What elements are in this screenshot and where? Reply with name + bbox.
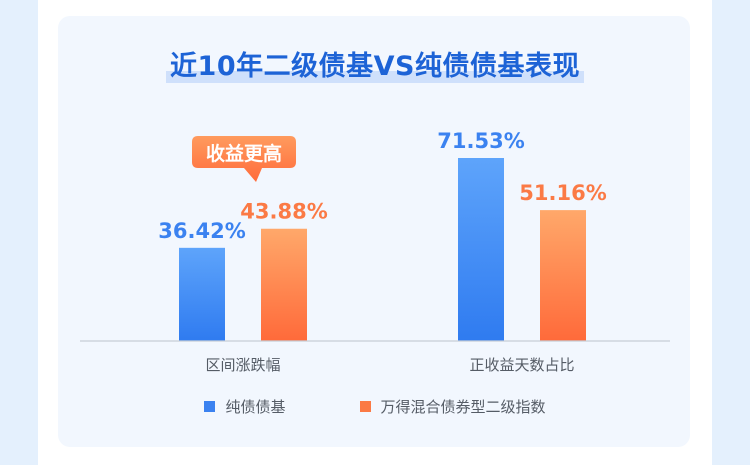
data-label: 71.53% — [437, 129, 524, 153]
bar-secondary-index-1 — [261, 228, 307, 341]
chart-title-text: 近10年二级债基VS纯债债基表现 — [170, 51, 580, 82]
title-highlight — [166, 71, 584, 83]
bars-layer — [179, 158, 586, 341]
legend-item-pure-bond: 纯债债基 — [204, 396, 286, 417]
category-label: 区间涨跌幅 — [205, 356, 280, 374]
legend-item-secondary-bond-index: 万得混合债券型二级指数 — [359, 396, 546, 417]
legend-swatch-blue — [204, 401, 216, 412]
data-label: 36.42% — [158, 219, 245, 243]
bar-secondary-index-2 — [540, 210, 586, 341]
legend-swatch-orange — [359, 401, 371, 412]
callout-bubble — [192, 136, 296, 182]
category-label: 正收益天数占比 — [469, 356, 574, 374]
labels-layer: 36.42%43.88% 区间涨跌幅 71.53% 51.16% 正收益天数占比 — [158, 129, 606, 374]
chart-title: 近10年二级债基VS纯债债基表现 — [166, 44, 584, 83]
callout-badge: 收益更高 — [192, 136, 296, 182]
bar-pure-bond-2 — [458, 158, 504, 341]
legend: 纯债债基 万得混合债券型二级指数 — [0, 396, 750, 417]
data-label: 51.16% — [519, 181, 606, 205]
legend-label: 万得混合债券型二级指数 — [380, 398, 546, 416]
title-wrap: 近10年二级债基VS纯债债基表现 — [0, 44, 750, 83]
callout-text: 收益更高 — [206, 142, 282, 165]
data-label: 43.88% — [240, 200, 327, 224]
legend-label: 纯债债基 — [225, 398, 286, 416]
bar-pure-bond-1 — [179, 247, 225, 341]
